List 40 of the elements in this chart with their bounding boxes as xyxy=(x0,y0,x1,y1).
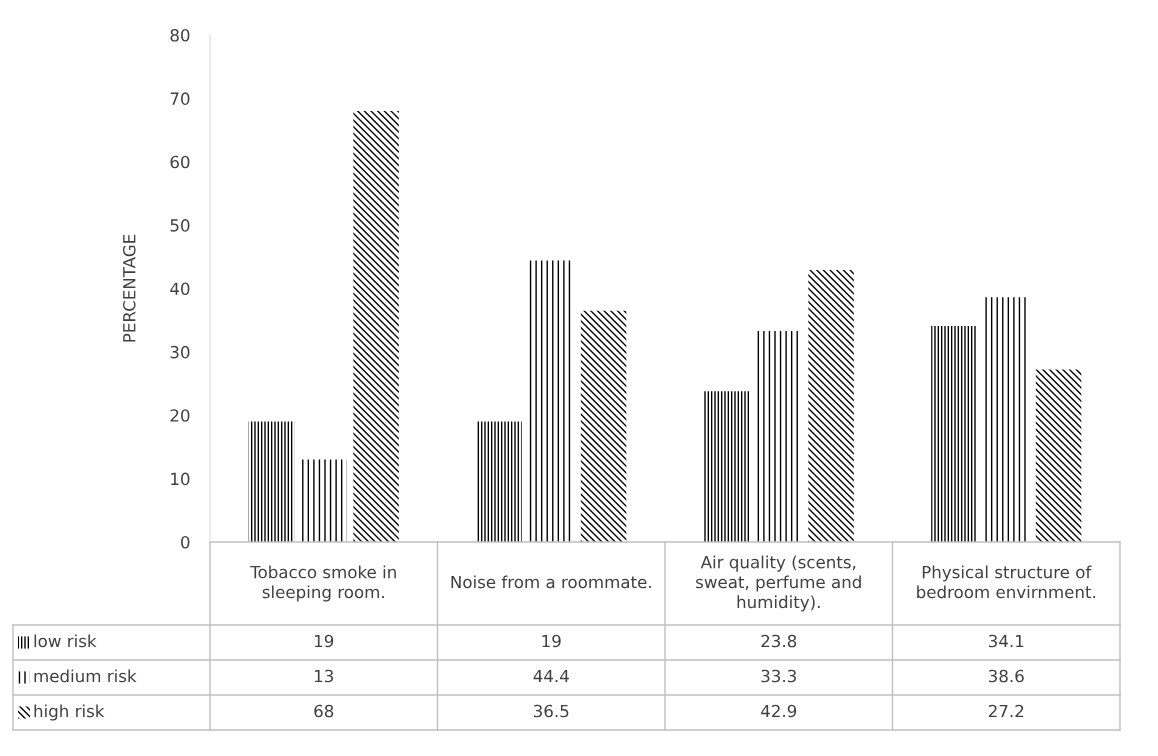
x-tick-label: Air quality (scents, sweat, perfume and humidity). xyxy=(696,555,861,612)
data-label: 27.2 xyxy=(988,704,1024,718)
data-label: 38.6 xyxy=(988,669,1024,683)
data-label: 36.5 xyxy=(533,704,569,718)
y-tick-label: 40 xyxy=(170,282,190,296)
bar xyxy=(703,391,750,542)
data-label: 19 xyxy=(542,634,561,648)
legend-label: high risk xyxy=(34,704,105,721)
legend-label: low risk xyxy=(34,634,97,648)
x-tick-label: Physical structure of bedroom envirnment. xyxy=(917,565,1096,599)
legend-label: medium risk xyxy=(34,669,137,683)
y-tick-label: 0 xyxy=(181,535,190,549)
bar xyxy=(808,270,854,542)
data-label: 19 xyxy=(314,634,334,648)
bar xyxy=(353,111,399,542)
data-label: 13 xyxy=(314,669,334,683)
y-tick-label: 60 xyxy=(170,155,190,169)
bar xyxy=(248,421,295,542)
data-label: 44.4 xyxy=(533,669,569,683)
y-axis-title: PERCENTAGE xyxy=(122,234,136,342)
bar xyxy=(580,310,627,542)
y-tick-label: 70 xyxy=(170,92,190,105)
y-tick-label: 10 xyxy=(171,472,190,486)
data-label: 33.3 xyxy=(761,669,796,683)
bar xyxy=(931,325,977,542)
x-tick-label: Tobacco smoke in sleeping room. xyxy=(250,565,396,602)
y-tick-label: 20 xyxy=(170,409,190,422)
data-label: 42.9 xyxy=(761,704,797,718)
data-label: 68 xyxy=(314,704,334,718)
bar xyxy=(476,421,522,542)
bar xyxy=(301,459,347,542)
y-tick-label: 30 xyxy=(170,345,190,359)
bar xyxy=(528,260,574,542)
bar xyxy=(1035,369,1082,542)
bar xyxy=(983,297,1029,542)
y-tick-label: 50 xyxy=(170,219,190,232)
x-tick-label: Noise from a roommate. xyxy=(451,575,651,589)
data-label: 23.8 xyxy=(761,634,797,648)
y-tick-label: 80 xyxy=(170,28,190,42)
data-label: 34.1 xyxy=(988,634,1024,648)
